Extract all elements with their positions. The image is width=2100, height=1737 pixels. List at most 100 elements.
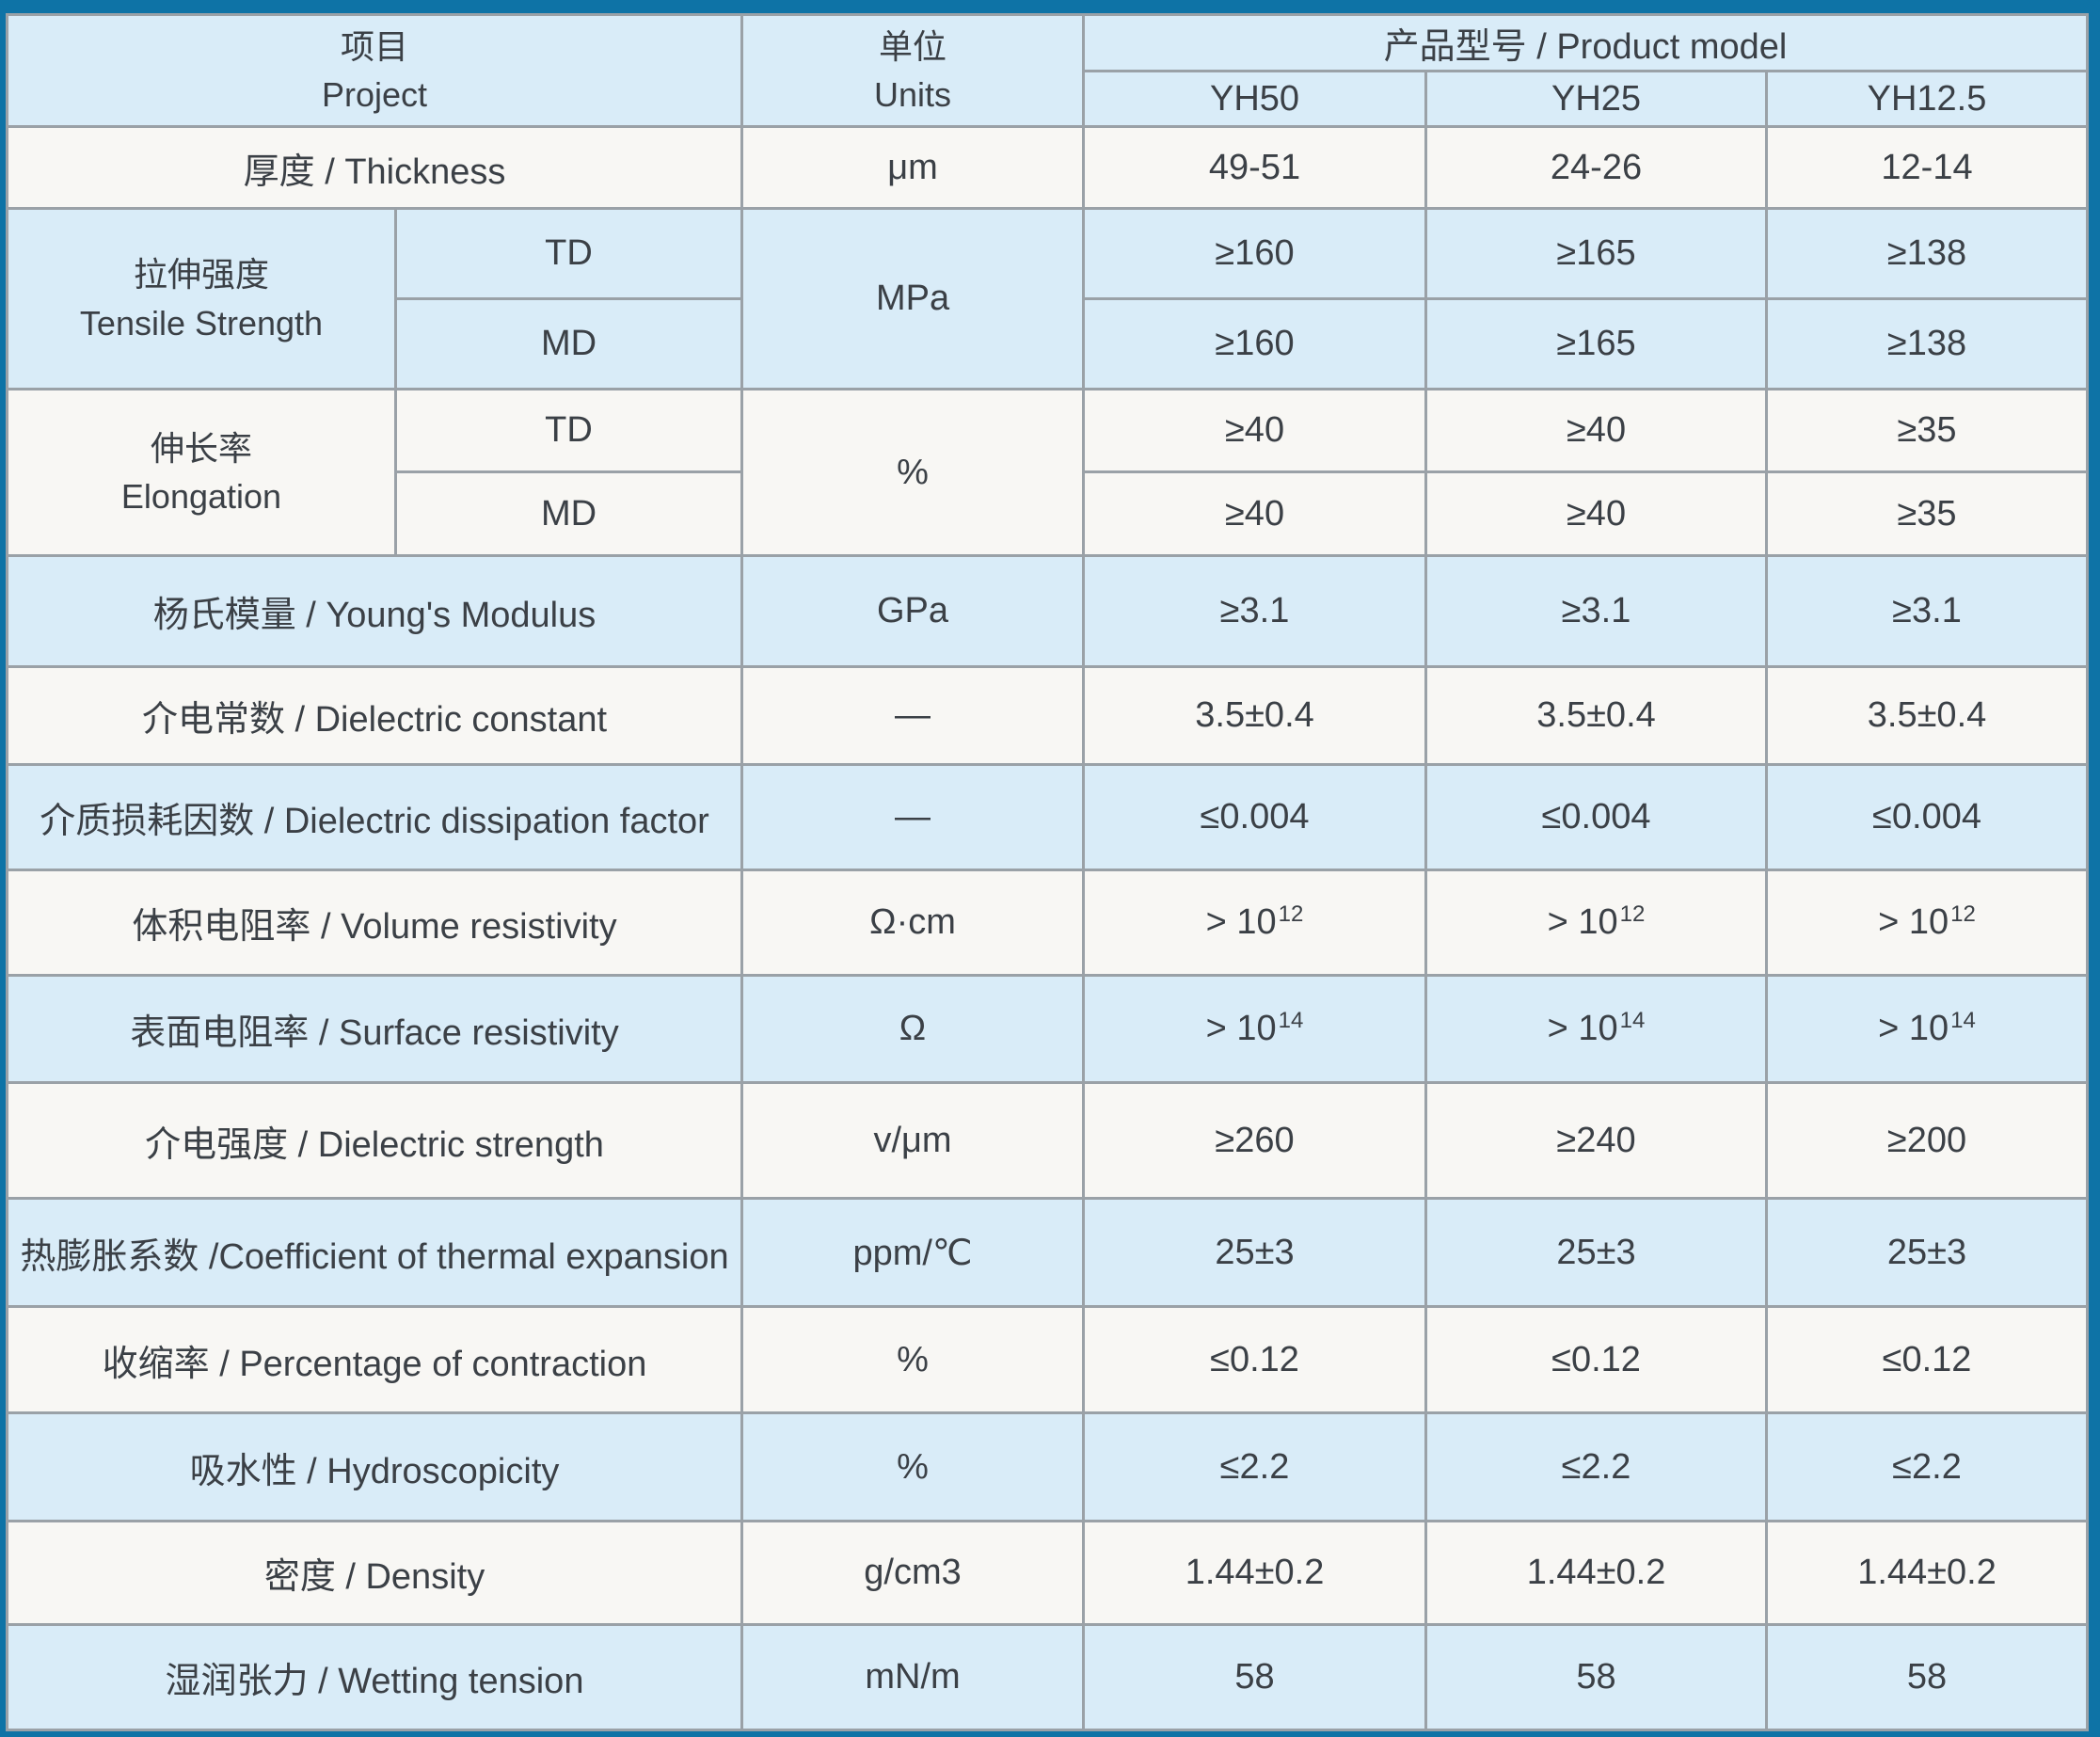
elongation-label-en: Elongation (120, 477, 282, 516)
hydroscopicity-label: 吸水性 / Hydroscopicity (5, 1411, 744, 1522)
row-tensile-td: 拉伸强度 Tensile Strength TD MPa ≥160 ≥165 ≥… (6, 207, 2089, 390)
surface-resistivity-value-yh50: > 1014 (1082, 974, 1428, 1084)
thermal-expansion-value-yh25: 25±3 (1424, 1197, 1769, 1308)
elongation-md-dir: MD (393, 470, 744, 557)
tensile-md-value-yh25: ≥165 (1424, 297, 1769, 390)
volume-resistivity-value-yh50: > 1012 (1082, 868, 1428, 977)
hydroscopicity-value-yh50: ≤2.2 (1082, 1411, 1428, 1522)
row-tensile-md: MD ≥160 ≥165 ≥138 (8, 297, 2089, 390)
row-dielectric-constant: 介电常数 / Dielectric constant — 3.5±0.4 3.5… (5, 665, 2089, 766)
row-hydroscopicity: 吸水性 / Hydroscopicity % ≤2.2 ≤2.2 ≤2.2 (5, 1411, 2089, 1522)
dielectric-constant-value-yh50: 3.5±0.4 (1082, 665, 1428, 766)
row-thermal-expansion: 热膨胀系数 /Coefficient of thermal expansion … (5, 1197, 2089, 1308)
row-dielectric-strength: 介电强度 / Dielectric strength v/μm ≥260 ≥24… (5, 1081, 2089, 1200)
contraction-value-yh50: ≤0.12 (1082, 1305, 1428, 1414)
dissipation-factor-value-yh12-5: ≤0.004 (1765, 763, 2089, 871)
density-label: 密度 / Density (5, 1520, 744, 1626)
dielectric-strength-unit: v/μm (740, 1081, 1086, 1200)
hydroscopicity-unit: % (740, 1411, 1086, 1522)
dielectric-constant-unit: — (740, 665, 1086, 766)
contraction-unit: % (740, 1305, 1086, 1414)
header-model-yh12-5: YH12.5 (1765, 70, 2089, 128)
contraction-value-yh25: ≤0.12 (1424, 1305, 1769, 1414)
youngs-value-yh12-5: ≥3.1 (1765, 554, 2089, 668)
dielectric-strength-value-yh50: ≥260 (1082, 1081, 1428, 1200)
tensile-td-value-yh50: ≥160 (1082, 207, 1428, 300)
thermal-expansion-value-yh12-5: 25±3 (1765, 1197, 2089, 1308)
dielectric-constant-value-yh25: 3.5±0.4 (1424, 665, 1769, 766)
thickness-label: 厚度 / Thickness (5, 125, 744, 210)
elongation-label: 伸长率 Elongation (6, 388, 397, 557)
wetting-tension-unit: mN/m (740, 1623, 1086, 1731)
elongation-md-value-yh25: ≥40 (1424, 470, 1769, 557)
elongation-unit: % (740, 388, 1086, 557)
density-unit: g/cm3 (740, 1520, 1086, 1626)
volume-resistivity-value-yh25: > 1012 (1424, 868, 1769, 977)
tensile-md-value-yh50: ≥160 (1082, 297, 1428, 390)
surface-resistivity-value-yh25: > 1014 (1424, 974, 1769, 1084)
tensile-td-dir: TD (393, 207, 744, 300)
elongation-td-value-yh12-5: ≥35 (1765, 388, 2089, 473)
header-product-model-cell: 产品型号 / Product model (1082, 13, 2089, 72)
youngs-value-yh50: ≥3.1 (1082, 554, 1428, 668)
hydroscopicity-value-yh12-5: ≤2.2 (1765, 1411, 2089, 1522)
tensile-label-en: Tensile Strength (79, 303, 324, 343)
thickness-value-yh50: 49-51 (1082, 125, 1428, 210)
header-project-cell: 项目 Project (5, 13, 744, 128)
dielectric-strength-label: 介电强度 / Dielectric strength (5, 1081, 744, 1200)
elongation-md-value-yh12-5: ≥35 (1765, 470, 2089, 557)
dissipation-factor-value-yh25: ≤0.004 (1424, 763, 1769, 871)
density-value-yh50: 1.44±0.2 (1082, 1520, 1428, 1626)
hydroscopicity-value-yh25: ≤2.2 (1424, 1411, 1769, 1522)
row-contraction: 收缩率 / Percentage of contraction % ≤0.12 … (5, 1305, 2089, 1414)
dissipation-factor-value-yh50: ≤0.004 (1082, 763, 1428, 871)
wetting-tension-value-yh25: 58 (1424, 1623, 1769, 1731)
contraction-value-yh12-5: ≤0.12 (1765, 1305, 2089, 1414)
wetting-tension-label: 湿润张力 / Wetting tension (5, 1623, 744, 1731)
tensile-td-value-yh12-5: ≥138 (1765, 207, 2089, 300)
dissipation-factor-label: 介质损耗因数 / Dielectric dissipation factor (5, 763, 744, 871)
surface-resistivity-value-yh12-5: > 1014 (1765, 974, 2089, 1084)
thermal-expansion-value-yh50: 25±3 (1082, 1197, 1428, 1308)
surface-resistivity-label: 表面电阻率 / Surface resistivity (5, 974, 744, 1084)
density-value-yh12-5: 1.44±0.2 (1765, 1520, 2089, 1626)
dielectric-strength-value-yh12-5: ≥200 (1765, 1081, 2089, 1200)
thermal-expansion-unit: ppm/℃ (740, 1197, 1086, 1308)
header-model-yh50: YH50 (1082, 70, 1428, 128)
tensile-label-zh: 拉伸强度 (133, 255, 269, 295)
header-project-en: Project (321, 75, 428, 114)
wetting-tension-value-yh50: 58 (1082, 1623, 1428, 1731)
row-volume-resistivity: 体积电阻率 / Volume resistivity Ω·cm > 1012 >… (5, 868, 2089, 977)
dielectric-strength-value-yh25: ≥240 (1424, 1081, 1769, 1200)
surface-resistivity-unit: Ω (740, 974, 1086, 1084)
elongation-label-zh: 伸长率 (150, 428, 252, 468)
tensile-unit: MPa (740, 207, 1086, 390)
density-value-yh25: 1.44±0.2 (1424, 1520, 1769, 1626)
header-units-cell: 单位 Units (740, 13, 1086, 128)
thickness-unit: μm (740, 125, 1086, 210)
youngs-value-yh25: ≥3.1 (1424, 554, 1769, 668)
contraction-label: 收缩率 / Percentage of contraction (5, 1305, 744, 1414)
elongation-md-value-yh50: ≥40 (1082, 470, 1428, 557)
tensile-label: 拉伸强度 Tensile Strength (6, 207, 397, 390)
header-project-zh: 项目 (341, 26, 409, 66)
header-units-en: Units (874, 75, 952, 114)
tensile-md-value-yh12-5: ≥138 (1765, 297, 2089, 390)
elongation-td-value-yh50: ≥40 (1082, 388, 1428, 473)
row-wetting-tension: 湿润张力 / Wetting tension mN/m 58 58 58 (5, 1623, 2089, 1731)
row-elongation-td: 伸长率 Elongation TD % ≥40 ≥40 ≥35 (6, 388, 2089, 557)
row-thickness: 厚度 / Thickness μm 49-51 24-26 12-14 (5, 125, 2089, 210)
tensile-td-value-yh25: ≥165 (1424, 207, 1769, 300)
thickness-value-yh12-5: 12-14 (1765, 125, 2089, 210)
row-surface-resistivity: 表面电阻率 / Surface resistivity Ω > 1014 > 1… (5, 974, 2089, 1084)
row-youngs-modulus: 杨氏模量 / Young's Modulus GPa ≥3.1 ≥3.1 ≥3.… (5, 554, 2089, 668)
elongation-td-dir: TD (393, 388, 744, 473)
header-model-yh25: YH25 (1424, 70, 1769, 128)
volume-resistivity-unit: Ω·cm (740, 868, 1086, 977)
dielectric-constant-value-yh12-5: 3.5±0.4 (1765, 665, 2089, 766)
header-row-models: YH50 YH25 YH12.5 (8, 70, 2089, 128)
header-row-top: 项目 Project 单位 Units 产品型号 / Product model (5, 13, 2089, 128)
dissipation-factor-unit: — (740, 763, 1086, 871)
wetting-tension-value-yh12-5: 58 (1765, 1623, 2089, 1731)
